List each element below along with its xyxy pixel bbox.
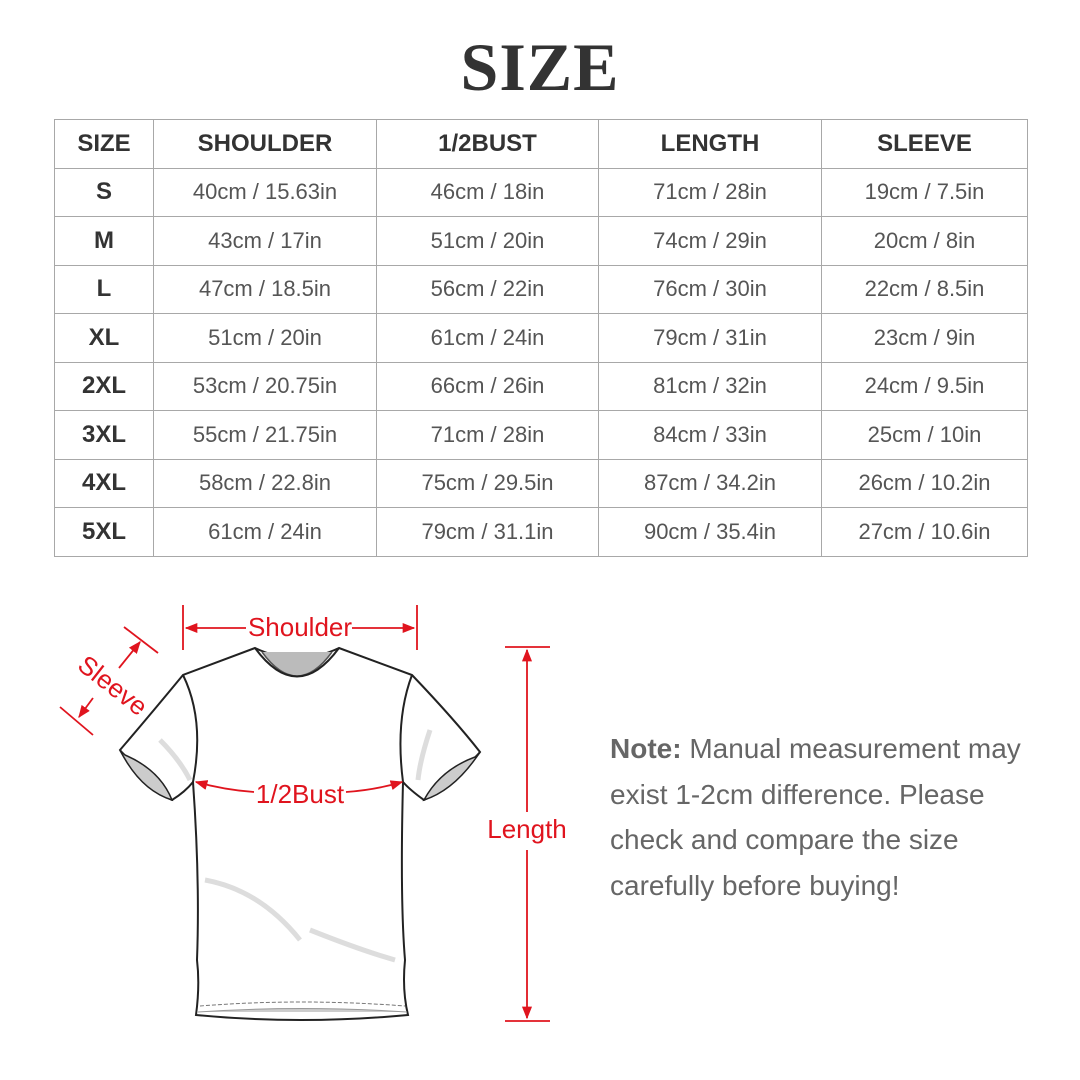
size-table: SIZE SHOULDER 1/2BUST LENGTH SLEEVE S 40cm / … <box>54 119 1028 557</box>
tshirt-icon <box>118 646 482 1021</box>
table-header-row: SIZE SHOULDER 1/2BUST LENGTH SLEEVE <box>54 119 1028 169</box>
measurement-cell: 46cm / 18in <box>376 167 599 217</box>
measurement-cell: 71cm / 28in <box>376 410 599 460</box>
shoulder-label: Shoulder <box>248 612 352 642</box>
length-label: Length <box>487 814 567 844</box>
column-header-1-2bust: 1/2BUST <box>376 119 599 169</box>
table-row: L 47cm / 18.5in 56cm / 22in 76cm / 30in 22cm… <box>54 264 1028 314</box>
column-header-sleeve: SLEEVE <box>821 119 1028 169</box>
measurement-cell: 58cm / 22.8in <box>153 458 377 508</box>
measurement-cell: 61cm / 24in <box>153 507 377 557</box>
sleeve-arrow-up <box>118 641 141 669</box>
note-label: Note: <box>610 733 682 764</box>
measurement-cell: 51cm / 20in <box>153 313 377 363</box>
sleeve-top-tick <box>123 626 159 654</box>
sleeve-bottom-tick <box>59 706 94 736</box>
measurement-cell: 19cm / 7.5in <box>821 167 1028 217</box>
bust-arrow-left <box>194 780 255 793</box>
page-title: SIZE <box>460 29 620 105</box>
measurement-cell: 40cm / 15.63in <box>153 167 377 217</box>
table-row: 5XL 61cm / 24in 79cm / 31.1in 90cm / 35.4in… <box>54 507 1028 557</box>
measurement-cell: 79cm / 31.1in <box>376 507 599 557</box>
measurement-cell: 47cm / 18.5in <box>153 264 377 314</box>
measurement-cell: 84cm / 33in <box>598 410 822 460</box>
column-header-length: LENGTH <box>598 119 822 169</box>
measurement-cell: 56cm / 22in <box>376 264 599 314</box>
table-row: 2XL 53cm / 20.75in 66cm / 26in 81cm / 32in 2… <box>54 361 1028 411</box>
column-header-size: SIZE <box>54 119 154 169</box>
measurement-lines <box>59 605 550 1022</box>
table-row: S 40cm / 15.63in 46cm / 18in 71cm / 28in 19c… <box>54 167 1028 217</box>
size-cell: S <box>54 167 154 217</box>
size-cell: M <box>54 216 154 266</box>
measurement-cell: 27cm / 10.6in <box>821 507 1028 557</box>
measurement-cell: 43cm / 17in <box>153 216 377 266</box>
measurement-cell: 53cm / 20.75in <box>153 361 377 411</box>
size-cell: 3XL <box>54 410 154 460</box>
sleeve-arrow-down <box>78 697 94 719</box>
size-cell: 2XL <box>54 361 154 411</box>
measurement-cell: 74cm / 29in <box>598 216 822 266</box>
table-row: 4XL 58cm / 22.8in 75cm / 29.5in 87cm / 34.2… <box>54 458 1028 508</box>
measurement-cell: 87cm / 34.2in <box>598 458 822 508</box>
measurement-cell: 23cm / 9in <box>821 313 1028 363</box>
measurement-cell: 20cm / 8in <box>821 216 1028 266</box>
measurement-cell: 90cm / 35.4in <box>598 507 822 557</box>
measurement-cell: 75cm / 29.5in <box>376 458 599 508</box>
table-row: M 43cm / 17in 51cm / 20in 74cm / 29in 20cm /… <box>54 216 1028 266</box>
size-cell: 5XL <box>54 507 154 557</box>
measurement-cell: 26cm / 10.2in <box>821 458 1028 508</box>
note-body: Manual measurement may exist 1-2cm diffe… <box>610 733 1021 901</box>
measurement-cell: 25cm / 10in <box>821 410 1028 460</box>
size-cell: L <box>54 264 154 314</box>
measurement-cell: 51cm / 20in <box>376 216 599 266</box>
table-row: 3XL 55cm / 21.75in 71cm / 28in 84cm / 33in 2… <box>54 410 1028 460</box>
note-text: Note: Manual measurement may exist 1-2cm… <box>610 726 1040 908</box>
measurement-cell: 61cm / 24in <box>376 313 599 363</box>
bust-arrow-right <box>345 780 404 793</box>
table-row: XL 51cm / 20in 61cm / 24in 79cm / 31in 23cm … <box>54 313 1028 363</box>
size-cell: XL <box>54 313 154 363</box>
measurement-cell: 22cm / 8.5in <box>821 264 1028 314</box>
measurement-cell: 24cm / 9.5in <box>821 361 1028 411</box>
bust-label: 1/2Bust <box>256 779 345 809</box>
